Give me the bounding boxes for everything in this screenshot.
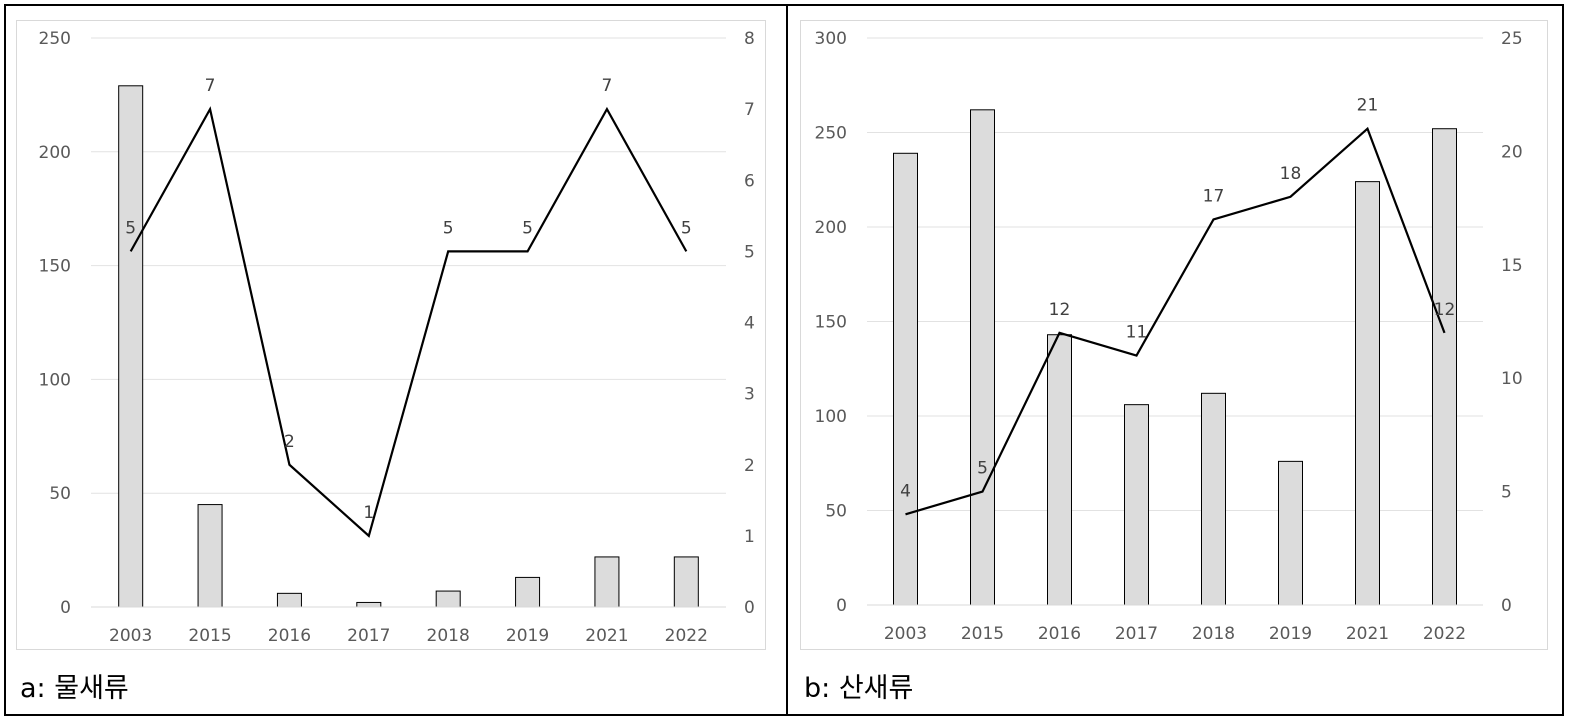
y-left-tick-label: 0 [60, 598, 71, 618]
y-right-tick-label: 7 [744, 100, 755, 120]
panel-divider [786, 4, 788, 716]
y-left-tick-label: 50 [825, 502, 847, 522]
y-left-tick-label: 200 [39, 143, 71, 163]
y-right-tick-label: 2 [744, 456, 755, 476]
y-left-tick-label: 150 [39, 257, 71, 277]
bar [197, 504, 223, 608]
y-right-tick-label: 4 [744, 314, 755, 334]
y-left-tick-label: 0 [836, 596, 847, 616]
y-left-tick-label: 100 [39, 370, 71, 390]
figure-frame [4, 4, 1564, 716]
x-tick-label: 2022 [665, 626, 708, 646]
y-left-tick-label: 150 [815, 313, 847, 333]
line-data-label: 11 [1126, 323, 1148, 343]
y-right-tick-label: 20 [1501, 142, 1523, 162]
x-tick-label: 2016 [1038, 624, 1081, 644]
bar [1355, 181, 1380, 606]
caption-a: a: 물새류 [20, 673, 129, 704]
bar [356, 601, 382, 608]
y-right-tick-label: 1 [744, 527, 755, 547]
chart-b-svg: 0 50 100 150 200 250 300 0 5 10 15 20 25 4 5 12 11 17 18 21… [800, 20, 1548, 650]
bar [1278, 460, 1303, 606]
bar [1201, 392, 1226, 606]
chart-area-border [800, 20, 1548, 650]
x-tick-label: 2017 [1115, 624, 1158, 644]
y-right-tick-label: 3 [744, 385, 755, 405]
line-data-label: 7 [205, 76, 216, 96]
line-data-label: 5 [522, 218, 533, 238]
x-tick-label: 2019 [1269, 624, 1312, 644]
bar [1047, 334, 1072, 606]
line-series [905, 126, 1446, 516]
line-data-label: 17 [1203, 186, 1225, 206]
bar [594, 556, 620, 608]
bar [673, 556, 699, 608]
y-right-tick-label: 5 [1501, 483, 1512, 503]
bar [970, 109, 995, 606]
line-data-label: 2 [284, 432, 295, 452]
x-tick-label: 2021 [585, 626, 628, 646]
y-right-tick-label: 5 [744, 242, 755, 262]
bar [118, 85, 144, 608]
y-left-tick-label: 50 [49, 484, 71, 504]
line-data-label: 1 [363, 503, 374, 523]
line-data-label: 21 [1357, 96, 1379, 116]
x-tick-label: 2022 [1423, 624, 1466, 644]
bar [515, 576, 541, 608]
y-right-tick-label: 6 [744, 171, 755, 191]
bar [435, 590, 461, 608]
y-right-tick-label: 0 [744, 598, 755, 618]
line-data-label: 5 [125, 218, 136, 238]
chart-a-svg: 0 50 100 150 200 250 0 1 2 3 4 5 6 7 8 5 7 2 1 5 5 7 5 2003 2015… [16, 20, 766, 650]
x-tick-label: 2015 [188, 626, 231, 646]
bar [1124, 404, 1149, 606]
line-data-label: 5 [443, 218, 454, 238]
y-right-tick-label: 15 [1501, 256, 1523, 276]
line-data-label: 7 [602, 76, 613, 96]
x-tick-label: 2015 [961, 624, 1004, 644]
y-right-tick-label: 0 [1501, 596, 1512, 616]
x-tick-label: 2018 [427, 626, 470, 646]
y-left-tick-label: 100 [815, 407, 847, 427]
bar [1432, 128, 1457, 606]
chart-panel-a: 0 50 100 150 200 250 0 1 2 3 4 5 6 7 8 5 7 2 1 5 5 7 5 2003 2015… [16, 20, 766, 650]
line-data-label: 5 [977, 459, 988, 479]
y-left-tick-label: 200 [815, 218, 847, 238]
line-data-label: 18 [1280, 164, 1302, 184]
y-right-tick-label: 25 [1501, 29, 1523, 49]
line-series [129, 106, 688, 538]
y-right-tick-label: 8 [744, 29, 755, 49]
line-data-label: 5 [681, 218, 692, 238]
chart-area-border [16, 20, 766, 650]
line-data-label: 12 [1049, 300, 1071, 320]
y-left-tick-label: 250 [815, 124, 847, 144]
x-tick-label: 2003 [884, 624, 927, 644]
x-tick-label: 2003 [109, 626, 152, 646]
x-tick-label: 2019 [506, 626, 549, 646]
x-tick-label: 2017 [347, 626, 390, 646]
bar [893, 152, 918, 606]
x-tick-label: 2021 [1346, 624, 1389, 644]
line-data-label: 12 [1434, 300, 1456, 320]
line-data-label: 4 [900, 481, 911, 501]
caption-b: b: 산새류 [804, 673, 914, 704]
y-right-tick-label: 10 [1501, 369, 1523, 389]
y-left-tick-label: 250 [39, 29, 71, 49]
y-left-tick-label: 300 [815, 29, 847, 49]
bar [276, 592, 302, 608]
x-tick-label: 2016 [268, 626, 311, 646]
chart-panel-b: 0 50 100 150 200 250 300 0 5 10 15 20 25 4 5 12 11 17 18 21… [800, 20, 1548, 650]
x-tick-label: 2018 [1192, 624, 1235, 644]
